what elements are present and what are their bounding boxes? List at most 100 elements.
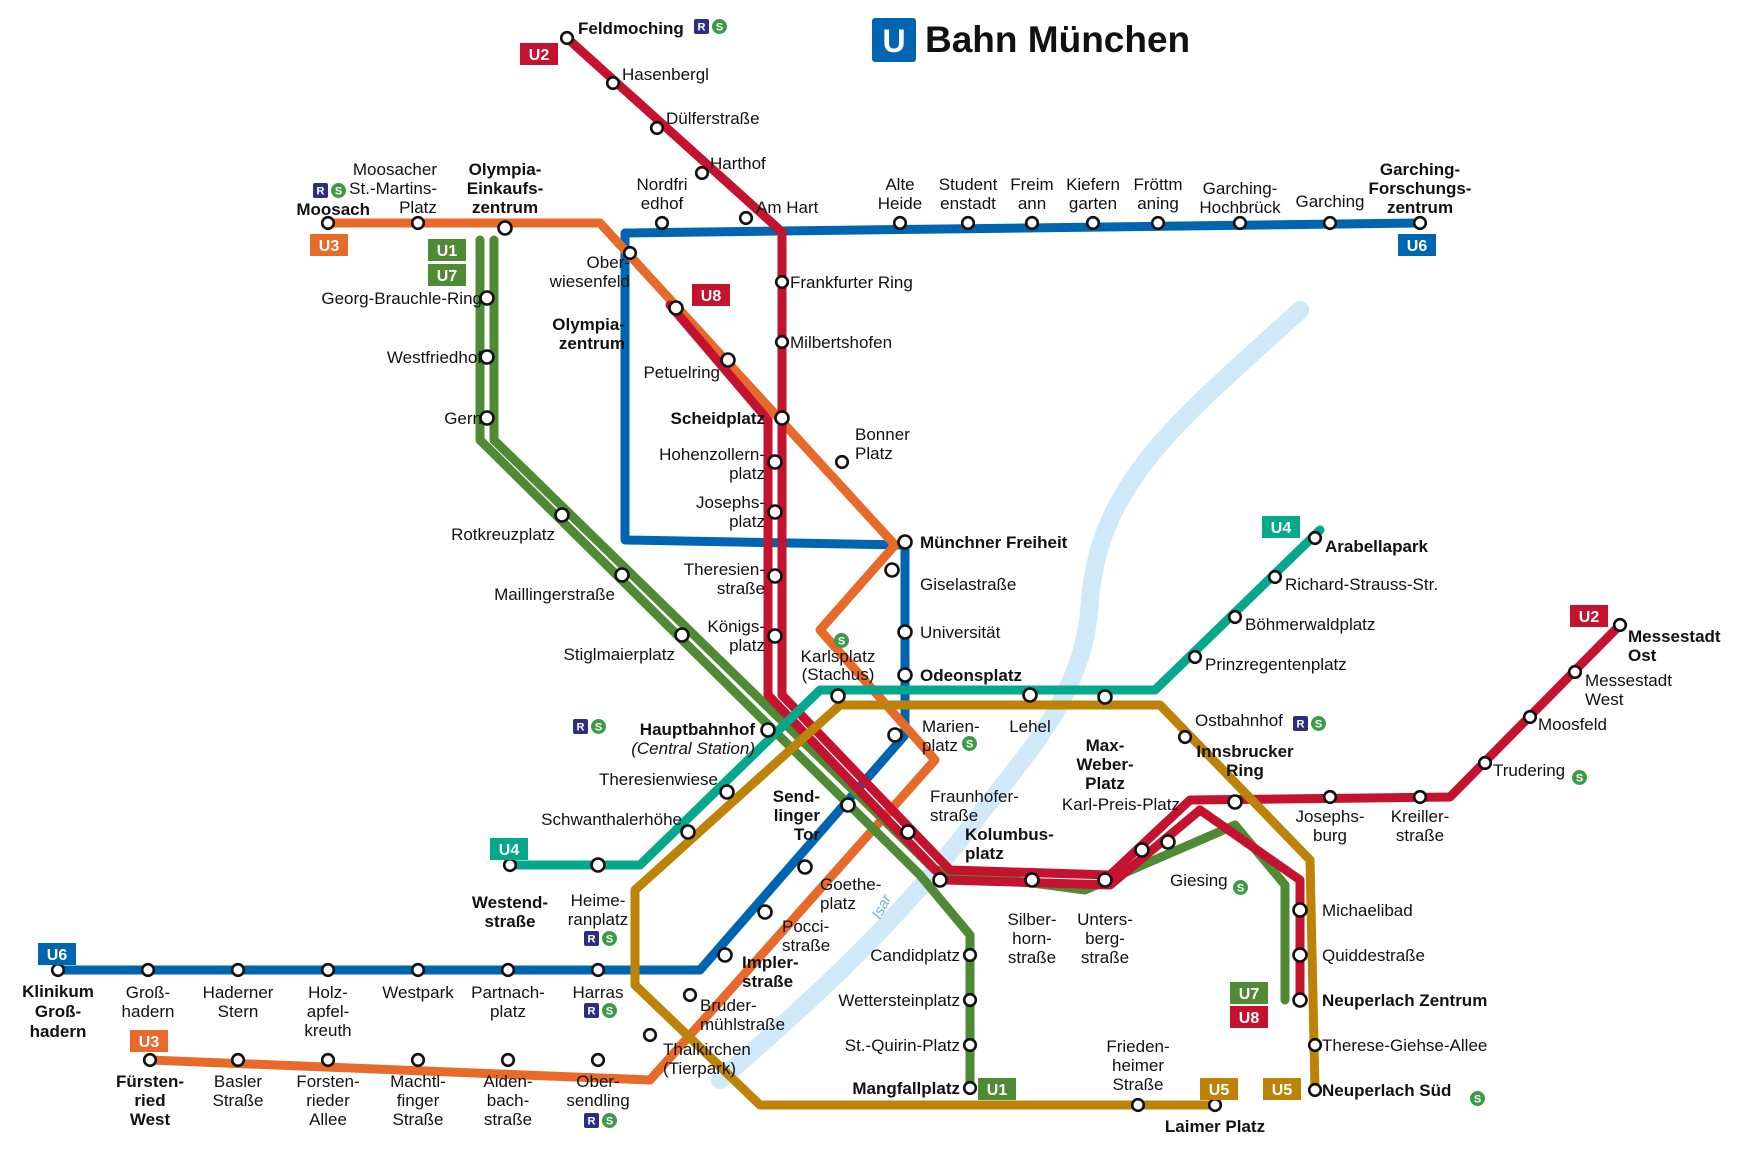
station-fraunhoferstrasse[interactable] [900,824,916,840]
station-wettersteinplatz[interactable] [962,992,978,1008]
station-poccistrasse[interactable] [757,904,773,920]
station-neuperlach-zentrum[interactable] [1292,992,1308,1008]
station-forstenrieder-allee[interactable] [320,1052,336,1068]
line-badge-u7-north[interactable]: U7 [428,264,466,286]
line-badge-u1-north[interactable]: U1 [428,239,466,261]
station-goetheplatz[interactable] [797,859,813,875]
station-implerstrasse[interactable] [717,947,733,963]
station-holzapfelkreuth[interactable] [320,962,336,978]
station-hauptbahnhof[interactable] [760,722,776,738]
line-badge-u8-south[interactable]: U8 [1230,1006,1268,1028]
station-messestadt-west[interactable] [1567,664,1583,680]
station-sendlinger-tor[interactable] [840,797,856,813]
line-badge-u2-north[interactable]: U2 [520,43,558,65]
station-thalkirchen[interactable] [642,1027,658,1043]
station-moosacher-st-martins-platz[interactable] [410,215,426,231]
line-badge-u4-west[interactable]: U4 [490,838,528,860]
station-oberwiesenfeld[interactable] [622,245,638,261]
station-gern[interactable] [479,410,495,426]
line-badge-u4-east[interactable]: U4 [1262,516,1300,538]
station-alte-heide[interactable] [892,215,908,231]
station-garching[interactable] [1322,215,1338,231]
station-josephsplatz[interactable] [767,504,783,520]
station-giesing[interactable] [1160,834,1176,850]
station-innsbrucker-ring[interactable] [1227,794,1243,810]
station-michaelibad[interactable] [1292,902,1308,918]
station-petuelring[interactable] [720,352,736,368]
station-brudermuehlstrasse[interactable] [682,987,698,1003]
station-klinikum-grosshadern[interactable] [50,962,66,978]
station-ostbahnhof[interactable] [1177,729,1193,745]
station-untersbergstrasse[interactable] [1097,872,1113,888]
station-partnachplatz[interactable] [500,962,516,978]
station-fuerstenried-west[interactable] [142,1052,158,1068]
station-milbertshofen[interactable] [774,334,790,350]
station-laimer-platz[interactable] [1207,1097,1223,1113]
station-westfriedhof[interactable] [479,349,495,365]
station-boehmerwaldplatz[interactable] [1227,609,1243,625]
line-badge-u3-west[interactable]: U3 [310,234,348,256]
station-therese-giehse-allee[interactable] [1307,1037,1323,1053]
station-schwanthalerhoehe[interactable] [680,824,696,840]
station-olympiazentrum[interactable] [668,300,684,316]
station-theresienstrasse[interactable] [767,568,783,584]
station-st-quirin-platz[interactable] [962,1037,978,1053]
station-haderner-stern[interactable] [230,962,246,978]
station-obersendling[interactable] [590,1052,606,1068]
station-friedenheimer-strasse[interactable] [1130,1097,1146,1113]
station-arabellapark[interactable] [1307,530,1323,546]
station-rotkreuzplatz[interactable] [554,507,570,523]
station-kreillerstrasse[interactable] [1412,789,1428,805]
station-heimeranplatz[interactable] [590,857,606,873]
line-badge-u2-east[interactable]: U2 [1570,605,1608,627]
station-stiglmaierplatz[interactable] [674,627,690,643]
station-frankfurter-ring[interactable] [774,274,790,290]
station-maillingerstrasse[interactable] [614,567,630,583]
station-universitaet[interactable] [897,624,913,640]
line-badge-u3-south[interactable]: U3 [130,1030,168,1052]
station-odeonsplatz[interactable] [897,667,913,683]
line-badge-u8-north[interactable]: U8 [692,284,730,306]
station-candidplatz[interactable] [962,947,978,963]
station-lehel[interactable] [1022,687,1038,703]
station-grosshadern[interactable] [140,962,156,978]
station-koenigsplatz[interactable] [767,628,783,644]
station-giselastrasse[interactable] [884,562,900,578]
station-bonner-platz[interactable] [834,454,850,470]
station-studentenstadt[interactable] [960,215,976,231]
station-harthof[interactable] [694,165,710,181]
station-garching-forschungszentrum[interactable] [1412,215,1428,231]
station-karl-preis-platz[interactable] [1134,842,1150,858]
station-harras[interactable] [590,962,606,978]
station-richard-strauss-str[interactable] [1267,569,1283,585]
station-scheidplatz[interactable] [774,410,790,426]
station-trudering[interactable] [1477,755,1493,771]
station-kolumbusplatz[interactable] [932,872,948,888]
line-badge-u5-east[interactable]: U5 [1263,1078,1301,1100]
station-karlsplatz[interactable] [830,688,846,704]
station-hasenbergl[interactable] [605,75,621,91]
station-max-weber-platz[interactable] [1097,689,1113,705]
station-moosach[interactable] [320,215,336,231]
station-georg-brauchle-ring[interactable] [479,290,495,306]
station-prinzregentenplatz[interactable] [1187,649,1203,665]
station-muenchner-freiheit[interactable] [897,534,913,550]
station-quiddestrasse[interactable] [1292,947,1308,963]
station-westpark[interactable] [410,962,426,978]
station-josephsburg[interactable] [1322,789,1338,805]
station-am-hart[interactable] [738,210,754,226]
station-neuperlach-sued[interactable] [1307,1082,1323,1098]
station-aidenbachstrasse[interactable] [500,1052,516,1068]
station-nordfriedhof[interactable] [654,215,670,231]
line-badge-u6-west[interactable]: U6 [38,943,76,965]
station-machtlfinger-strasse[interactable] [410,1052,426,1068]
station-messestadt-ost[interactable] [1612,617,1628,633]
station-freimann[interactable] [1024,215,1040,231]
station-froettmaning[interactable] [1150,215,1166,231]
station-hohenzollernplatz[interactable] [767,454,783,470]
station-westendstrasse[interactable] [502,857,518,873]
station-duelferstrasse[interactable] [649,120,665,136]
station-theresienwiese[interactable] [719,784,735,800]
station-marienplatz[interactable] [887,727,903,743]
line-badge-u6-east[interactable]: U6 [1398,234,1436,256]
